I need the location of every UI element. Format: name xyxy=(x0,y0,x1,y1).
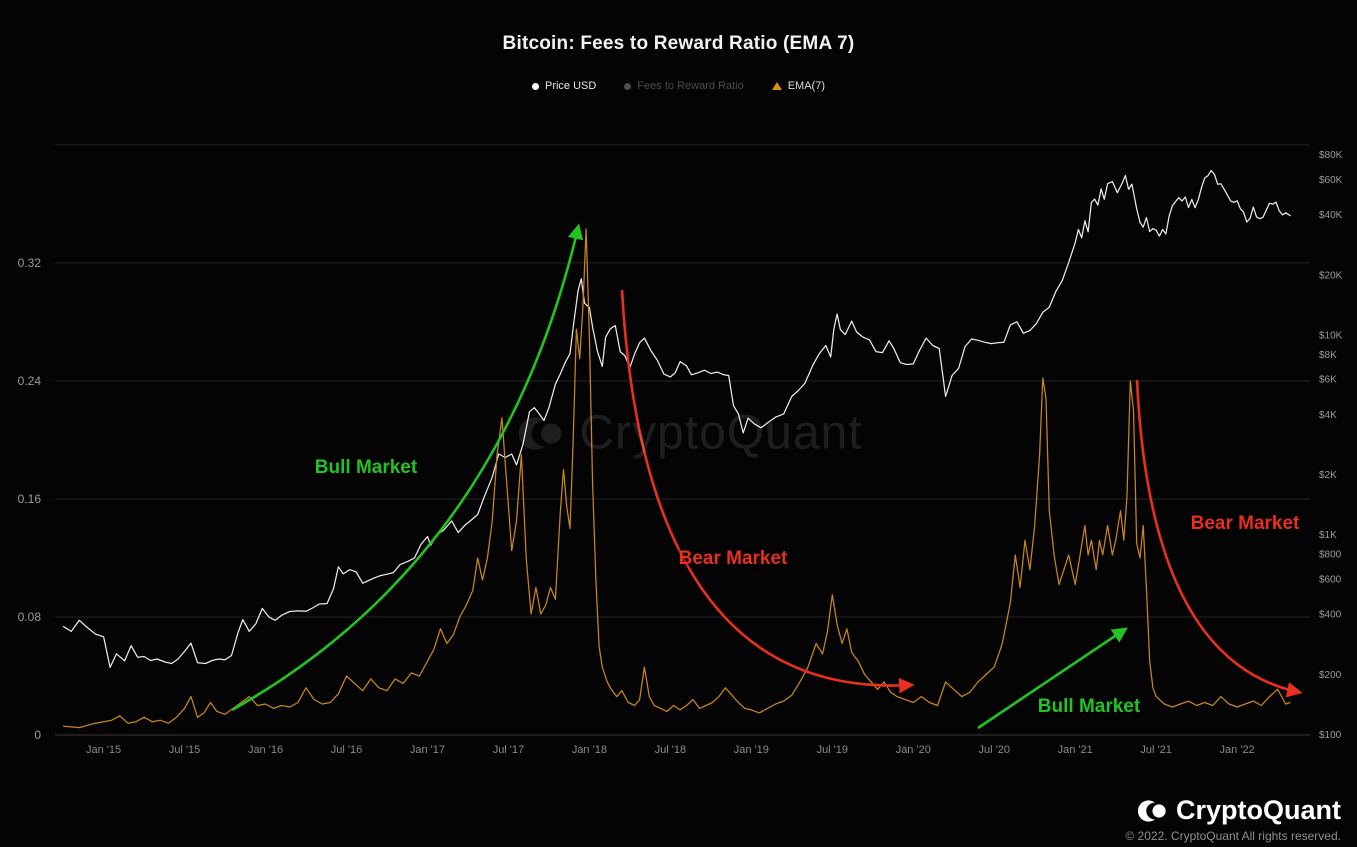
bear-market-arrow-1 xyxy=(620,289,915,694)
x-axis-tick: Jan '18 xyxy=(572,744,607,756)
right-axis-tick: $10K xyxy=(1319,330,1343,341)
brand-name: CryptoQuant xyxy=(1176,795,1341,825)
left-axis-tick: 0.24 xyxy=(18,374,42,388)
left-axis-tick: 0.08 xyxy=(18,610,42,624)
x-axis-tick: Jul '17 xyxy=(493,744,524,756)
bull-market-arrow-2 xyxy=(977,627,1128,730)
series-ema-7 xyxy=(63,228,1291,729)
right-axis-tick: $80K xyxy=(1319,150,1343,161)
x-axis-tick: Jan '22 xyxy=(1220,744,1255,756)
bull-market-label-2: Bull Market xyxy=(1037,696,1141,717)
cryptoquant-logo-icon xyxy=(1137,799,1166,822)
right-axis-tick: $100 xyxy=(1319,730,1342,741)
right-axis-tick: $800 xyxy=(1319,550,1342,561)
legend-label: EMA(7) xyxy=(787,80,825,92)
right-axis-tick: $1K xyxy=(1319,530,1337,541)
right-axis-tick: $2K xyxy=(1319,470,1337,481)
right-axis-tick: $8K xyxy=(1319,350,1337,361)
left-axis-tick: 0 xyxy=(34,728,41,742)
right-axis-tick: $600 xyxy=(1319,575,1342,586)
legend-marker-icon xyxy=(531,82,539,90)
bear-market-arrow-2 xyxy=(1135,379,1303,698)
x-axis-tick: Jul '18 xyxy=(655,744,686,756)
x-axis-tick: Jan '16 xyxy=(248,744,283,756)
legend-label: Fees to Reward Ratio xyxy=(637,80,744,92)
x-axis-tick: Jul '20 xyxy=(978,744,1009,756)
footer: CryptoQuant © 2022. CryptoQuant All righ… xyxy=(1125,795,1341,843)
x-axis-tick: Jul '15 xyxy=(169,744,200,756)
left-axis-tick: 0.16 xyxy=(18,492,42,506)
x-axis-tick: Jan '20 xyxy=(896,744,931,756)
x-axis-tick: Jul '16 xyxy=(331,744,362,756)
right-axis-tick: $400 xyxy=(1319,610,1342,621)
x-axis-tick: Jan '15 xyxy=(86,744,121,756)
right-axis-tick: $200 xyxy=(1319,670,1342,681)
right-axis-tick: $40K xyxy=(1319,210,1343,221)
left-axis-tick: 0.32 xyxy=(18,256,42,270)
bear-market-label-2: Bear Market xyxy=(1190,513,1300,534)
right-axis-tick: $4K xyxy=(1319,410,1337,421)
series-price-usd xyxy=(62,169,1291,669)
legend: Price USD Fees to Reward Ratio EMA(7) xyxy=(0,80,1357,92)
legend-item-price-usd[interactable]: Price USD xyxy=(531,80,597,92)
legend-item-ema-7[interactable]: EMA(7) xyxy=(771,80,825,92)
legend-marker-icon xyxy=(624,82,632,90)
x-axis-tick: Jul '21 xyxy=(1140,744,1171,756)
x-axis-tick: Jan '19 xyxy=(734,744,769,756)
x-axis-tick: Jan '21 xyxy=(1058,744,1093,756)
legend-item-fees-to-reward-ratio[interactable]: Fees to Reward Ratio xyxy=(624,80,744,92)
bear-market-label-1: Bear Market xyxy=(678,548,788,569)
legend-label: Price USD xyxy=(544,80,597,92)
bull-market-arrow-1 xyxy=(231,223,584,712)
right-axis-tick: $20K xyxy=(1319,270,1343,281)
bull-market-label-1: Bull Market xyxy=(314,457,418,478)
x-axis-tick: Jul '19 xyxy=(817,744,848,756)
copyright-text: © 2022. CryptoQuant All rights reserved. xyxy=(1125,829,1341,843)
legend-marker-icon xyxy=(771,82,782,90)
chart-title: Bitcoin: Fees to Reward Ratio (EMA 7) xyxy=(502,33,855,54)
x-axis-tick: Jan '17 xyxy=(410,744,445,756)
right-axis-tick: $6K xyxy=(1319,375,1337,386)
right-axis-tick: $60K xyxy=(1319,175,1343,186)
